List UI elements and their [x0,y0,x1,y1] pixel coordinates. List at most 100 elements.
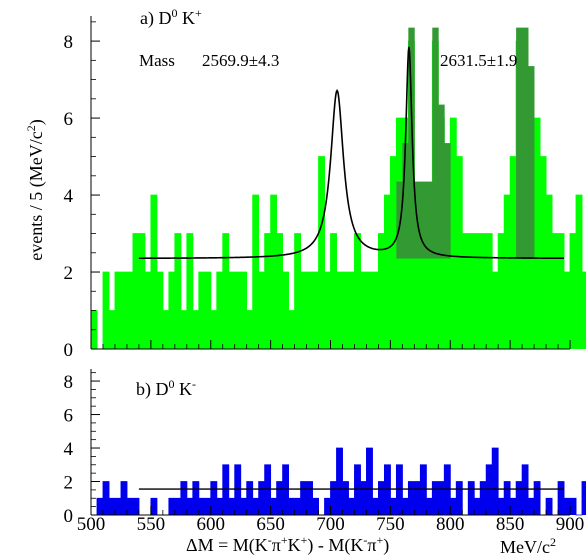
histogram-bin [372,498,379,515]
x-tick-label: 550 [137,514,166,535]
histogram-bin [210,481,218,515]
histogram-bin [516,481,523,515]
x-tick-label: 600 [197,514,226,535]
histogram-bin [222,233,230,349]
histogram-bin [120,481,128,515]
histogram-bin [354,464,361,515]
histogram-bin [246,310,254,349]
histogram-bin [468,233,475,349]
y-tick-label: 2 [64,263,74,284]
y-tick-label: 6 [64,109,74,130]
histogram-bin [264,233,272,349]
histogram-bin [426,195,433,349]
histogram-bin [450,118,457,350]
histogram-bin [450,498,457,515]
histogram-bin [366,448,373,515]
histogram-bin [228,498,236,515]
histogram-bin [174,233,182,349]
histogram-bin [240,272,248,349]
panel-b: 0 2 4 6 8 500 550 600 650 700 750 800 850 900 b) D0 … [64,369,586,557]
histogram-bin [522,464,529,515]
x-axis-unit: MeV/c2 [500,535,556,557]
x-tick-label: 650 [256,514,285,535]
histogram-bin [570,498,577,515]
histogram-bin [138,233,146,349]
histogram-bin [228,272,236,349]
histogram-bin [558,233,565,349]
histogram-bin [474,498,481,515]
histogram-bin [575,195,583,349]
histogram-bin [288,498,295,515]
histogram-bin [564,272,571,349]
histogram-bin [480,481,487,515]
histogram-bin [492,448,499,515]
y-tick-label: 0 [64,506,74,527]
histogram-bin [546,195,553,349]
histogram-bin [258,272,266,349]
signal-bin [426,181,433,259]
histogram-bin [216,498,224,515]
histogram-bin [300,272,307,349]
histogram-bin [342,481,349,515]
panel-a-histogram [90,40,586,350]
histogram-bin [570,233,577,349]
signal-bin [438,104,445,259]
panel-a-y-axis-title: events / 5 (MeV/c2) [24,119,47,260]
histogram-bin [180,310,188,349]
histogram-bin [336,448,343,515]
histogram-bin [126,498,134,515]
histogram-bin [390,498,397,515]
histogram-bin [396,464,403,515]
histogram-bin [348,272,355,349]
histogram-bin [132,233,140,349]
histogram-bin [162,310,170,349]
histogram-bin [252,195,260,349]
histogram-bin [510,498,517,515]
histogram-bin [372,272,379,349]
panel-a: 0 2 4 6 8 a) D0 K+ Mass 2569.9±4.3 2631.5±1.… [24,6,586,361]
histogram-outline [91,447,586,516]
histogram-bin [204,498,212,515]
histogram-bin [498,498,505,515]
histogram-bin [270,195,278,349]
histogram-bin [378,481,385,515]
histogram-bin [468,481,475,515]
histogram-bin [210,310,218,349]
histogram-bin [504,195,511,349]
histogram-bin [186,498,194,515]
histogram-bin [390,156,397,349]
signal-bin [528,66,535,259]
histogram-bin [456,156,463,349]
histogram-bin [342,272,349,349]
x-tick-label: 850 [496,514,525,535]
histogram-bin [174,498,182,515]
histogram-bin [192,310,200,349]
histogram-bin [108,498,116,515]
histogram-bin [186,233,194,349]
histogram-bin [414,481,421,515]
histogram-bin [108,310,116,349]
histogram-bin [528,498,535,515]
histogram-bin [534,118,541,350]
x-tick-label: 500 [77,514,106,535]
histogram-bin [198,498,206,515]
histogram-bin [324,498,331,515]
histogram-bin [581,272,586,349]
histogram-bin [144,272,152,349]
histogram-bin [222,464,230,515]
histogram-bin [486,233,493,349]
histogram-bin [324,272,331,349]
histogram-bin [240,498,248,515]
histogram-bin [486,464,493,515]
histogram-bin [318,156,325,349]
histogram-bin [384,195,391,349]
x-tick-label: 900 [556,514,585,535]
signal-bin [516,27,523,259]
y-tick-label: 2 [64,473,74,494]
histogram-bin [444,464,451,515]
histogram-bin [492,272,499,349]
annotation-mass-label: Mass [139,51,175,70]
histogram-bin [408,481,415,515]
histogram-bin [192,481,200,515]
